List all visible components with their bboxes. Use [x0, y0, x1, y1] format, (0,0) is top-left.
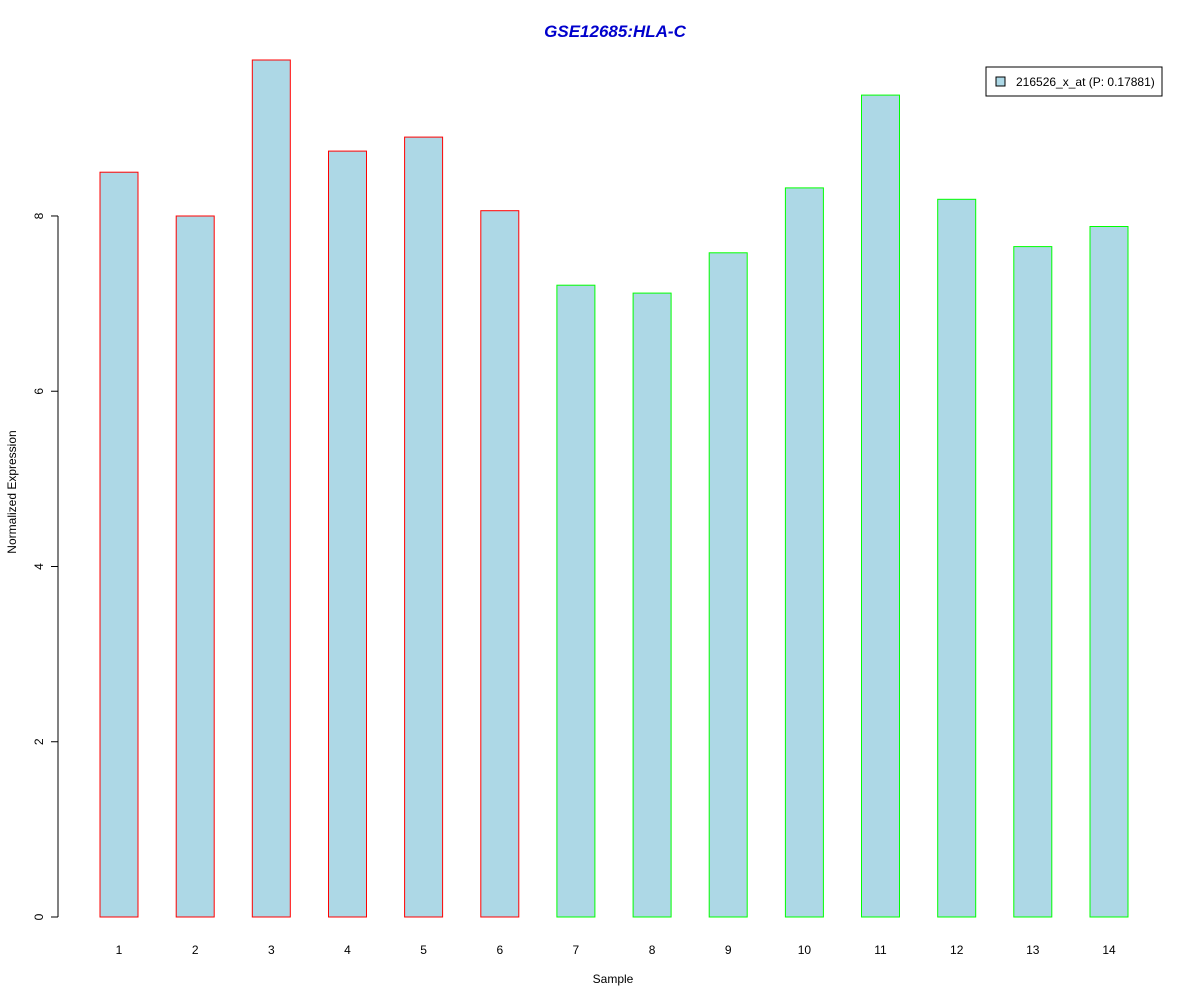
y-axis-label: Normalized Expression — [5, 430, 19, 553]
y-tick-label-6: 6 — [32, 388, 46, 395]
bar-sample-3 — [251, 59, 291, 918]
y-tick-label-8: 8 — [32, 212, 46, 219]
bar-sample-14 — [1089, 226, 1129, 918]
x-tick-label-9: 9 — [725, 943, 732, 957]
bar-sample-1 — [99, 171, 139, 918]
x-tick-labels: 1 2 3 4 5 6 7 8 9 10 11 12 13 14 — [116, 943, 1116, 957]
x-tick-label-11: 11 — [874, 943, 887, 957]
bar-sample-9 — [708, 252, 748, 918]
x-tick-label-1: 1 — [116, 943, 123, 957]
x-tick-label-6: 6 — [496, 943, 503, 957]
bars-group — [99, 59, 1129, 918]
legend-box — [985, 66, 1163, 97]
bar-sample-11 — [861, 94, 900, 918]
x-tick-label-7: 7 — [573, 943, 580, 957]
bar-sample-7 — [556, 284, 596, 918]
bar-sample-6 — [480, 210, 520, 918]
bar-sample-5 — [404, 136, 444, 918]
x-tick-label-4: 4 — [344, 943, 351, 957]
legend-swatch — [995, 76, 1006, 87]
x-tick-label-3: 3 — [268, 943, 275, 957]
x-tick-label-12: 12 — [950, 943, 964, 957]
x-tick-label-5: 5 — [420, 943, 427, 957]
y-tick-label-2: 2 — [32, 738, 46, 745]
y-tick-label-0: 0 — [32, 913, 46, 920]
bar-sample-8 — [632, 292, 672, 918]
x-tick-label-8: 8 — [649, 943, 656, 957]
legend: 216526_x_at (P: 0.17881) — [985, 66, 1163, 97]
x-axis-label: Sample — [593, 972, 634, 986]
bar-sample-13 — [1013, 246, 1053, 918]
x-tick-label-10: 10 — [798, 943, 812, 957]
y-tick-label-4: 4 — [32, 563, 46, 570]
chart-title: GSE12685:HLA-C — [544, 22, 686, 41]
bar-sample-12 — [937, 198, 977, 918]
bar-sample-10 — [784, 187, 824, 918]
bar-sample-4 — [328, 150, 367, 918]
y-axis: 0 2 4 6 8 — [32, 212, 59, 920]
bar-sample-2 — [175, 215, 215, 918]
x-tick-label-2: 2 — [192, 943, 199, 957]
x-tick-label-14: 14 — [1102, 943, 1116, 957]
legend-label: 216526_x_at (P: 0.17881) — [1016, 75, 1155, 89]
x-tick-label-13: 13 — [1026, 943, 1040, 957]
